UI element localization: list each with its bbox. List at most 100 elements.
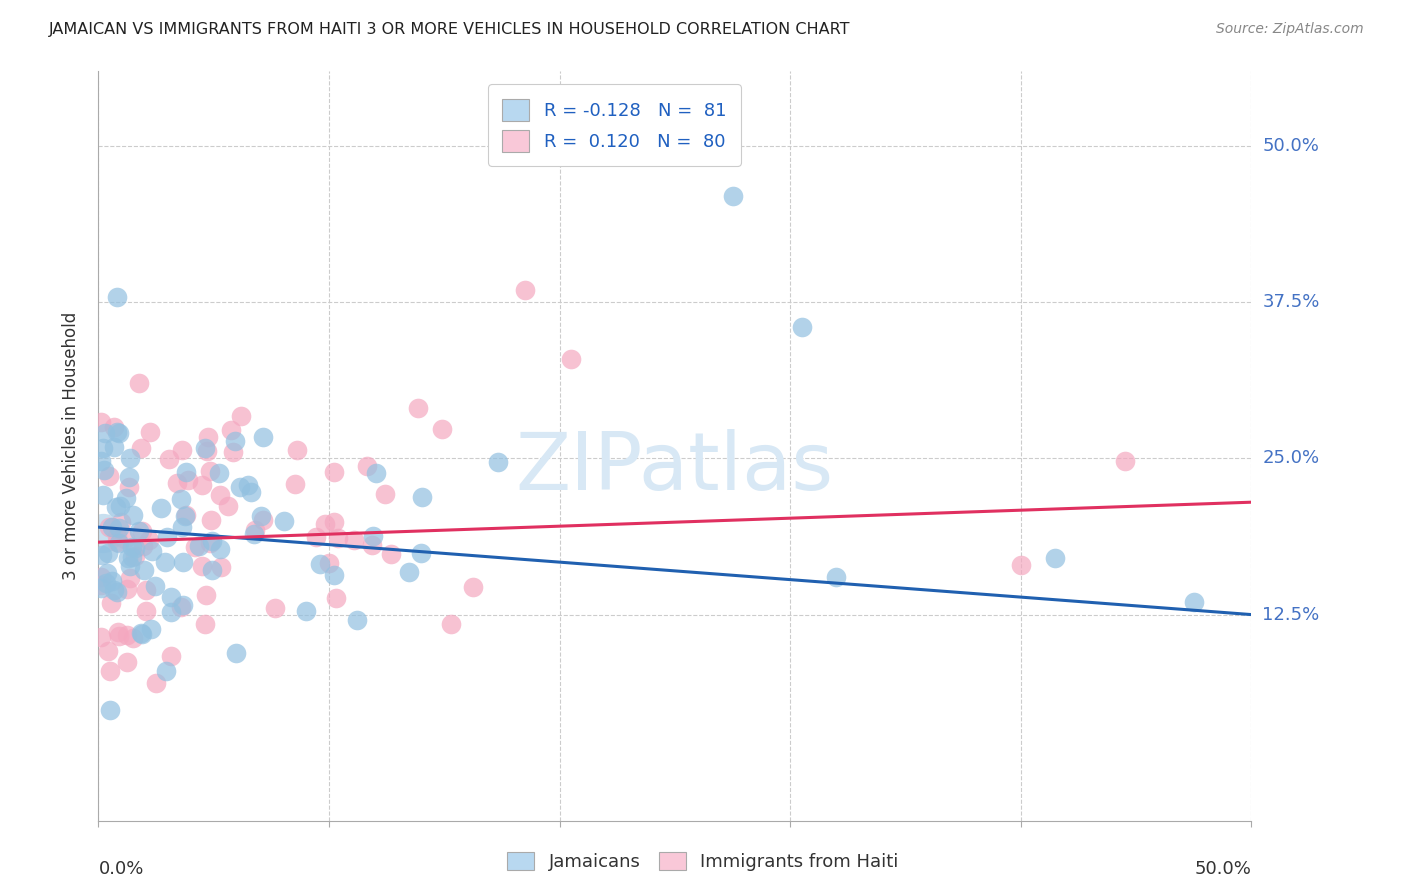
Point — [120, 559, 142, 574]
Point — [105, 584, 128, 599]
Text: ZIPatlas: ZIPatlas — [516, 429, 834, 508]
Point — [105, 535, 128, 549]
Point — [1114, 454, 1136, 468]
Point — [90, 570, 112, 584]
Text: Source: ZipAtlas.com: Source: ZipAtlas.com — [1216, 22, 1364, 37]
Point — [209, 559, 232, 574]
Point — [143, 579, 166, 593]
Point — [91, 488, 114, 502]
Point — [194, 441, 217, 455]
Point — [160, 649, 183, 664]
Point — [200, 464, 222, 478]
Point — [110, 499, 132, 513]
Point — [323, 465, 346, 479]
Point — [124, 541, 146, 555]
Point — [122, 508, 145, 522]
Point — [195, 587, 218, 601]
Point — [191, 477, 214, 491]
Point — [103, 419, 125, 434]
Point — [159, 605, 181, 619]
Point — [98, 664, 121, 678]
Point — [195, 443, 218, 458]
Point — [200, 512, 222, 526]
Point — [117, 551, 139, 566]
Point — [131, 627, 153, 641]
Point — [96, 644, 118, 658]
Point — [90, 548, 112, 562]
Point — [117, 655, 139, 669]
Text: JAMAICAN VS IMMIGRANTS FROM HAITI 3 OR MORE VEHICLES IN HOUSEHOLD CORRELATION CH: JAMAICAN VS IMMIGRANTS FROM HAITI 3 OR M… — [49, 22, 851, 37]
Point — [131, 441, 153, 455]
Point — [374, 487, 396, 501]
Point — [361, 529, 384, 543]
Point — [121, 632, 143, 646]
Point — [90, 581, 112, 595]
Point — [105, 290, 128, 304]
Point — [97, 469, 120, 483]
Point — [1182, 595, 1205, 609]
Point — [229, 480, 252, 494]
Point — [224, 434, 246, 448]
Point — [201, 533, 224, 548]
Point — [411, 490, 433, 504]
Point — [115, 627, 138, 641]
Point — [128, 524, 150, 538]
Point — [160, 591, 183, 605]
Point — [94, 575, 117, 590]
Point — [132, 563, 155, 577]
Point — [229, 409, 252, 424]
Point — [380, 547, 402, 561]
Point — [326, 531, 349, 545]
Point — [90, 453, 112, 467]
Point — [252, 513, 274, 527]
Point — [440, 617, 463, 632]
Point — [346, 614, 368, 628]
Point — [121, 550, 143, 565]
Point — [108, 426, 131, 441]
Point — [361, 538, 384, 552]
Point — [131, 524, 153, 538]
Point — [100, 703, 122, 717]
Point — [101, 574, 124, 589]
Point — [150, 501, 173, 516]
Point — [172, 598, 194, 612]
Point — [239, 485, 262, 500]
Text: 0.0%: 0.0% — [98, 860, 143, 878]
Point — [236, 478, 259, 492]
Point — [120, 450, 142, 465]
Point — [172, 443, 194, 458]
Point — [322, 567, 344, 582]
Point — [409, 546, 432, 560]
Point — [170, 491, 193, 506]
Point — [105, 529, 128, 543]
Point — [129, 626, 152, 640]
Point — [97, 546, 120, 560]
Point — [245, 524, 267, 538]
Point — [173, 509, 195, 524]
Point — [191, 559, 214, 574]
Point — [323, 515, 346, 529]
Point — [107, 628, 129, 642]
Point — [790, 320, 813, 334]
Point — [104, 500, 127, 514]
Point — [398, 565, 420, 579]
Point — [343, 533, 366, 547]
Point — [200, 563, 222, 577]
Point — [107, 624, 129, 639]
Point — [91, 441, 114, 455]
Text: 25.0%: 25.0% — [1263, 450, 1320, 467]
Point — [90, 630, 112, 644]
Point — [124, 549, 146, 563]
Point — [364, 466, 387, 480]
Text: 50.0%: 50.0% — [1263, 137, 1319, 155]
Point — [138, 533, 160, 548]
Point — [243, 526, 266, 541]
Point — [221, 423, 243, 437]
Point — [560, 351, 582, 366]
Y-axis label: 3 or more Vehicles in Household: 3 or more Vehicles in Household — [62, 312, 80, 580]
Point — [825, 570, 848, 584]
Point — [463, 580, 485, 594]
Point — [295, 604, 318, 618]
Point — [252, 430, 274, 444]
Point — [284, 477, 307, 491]
